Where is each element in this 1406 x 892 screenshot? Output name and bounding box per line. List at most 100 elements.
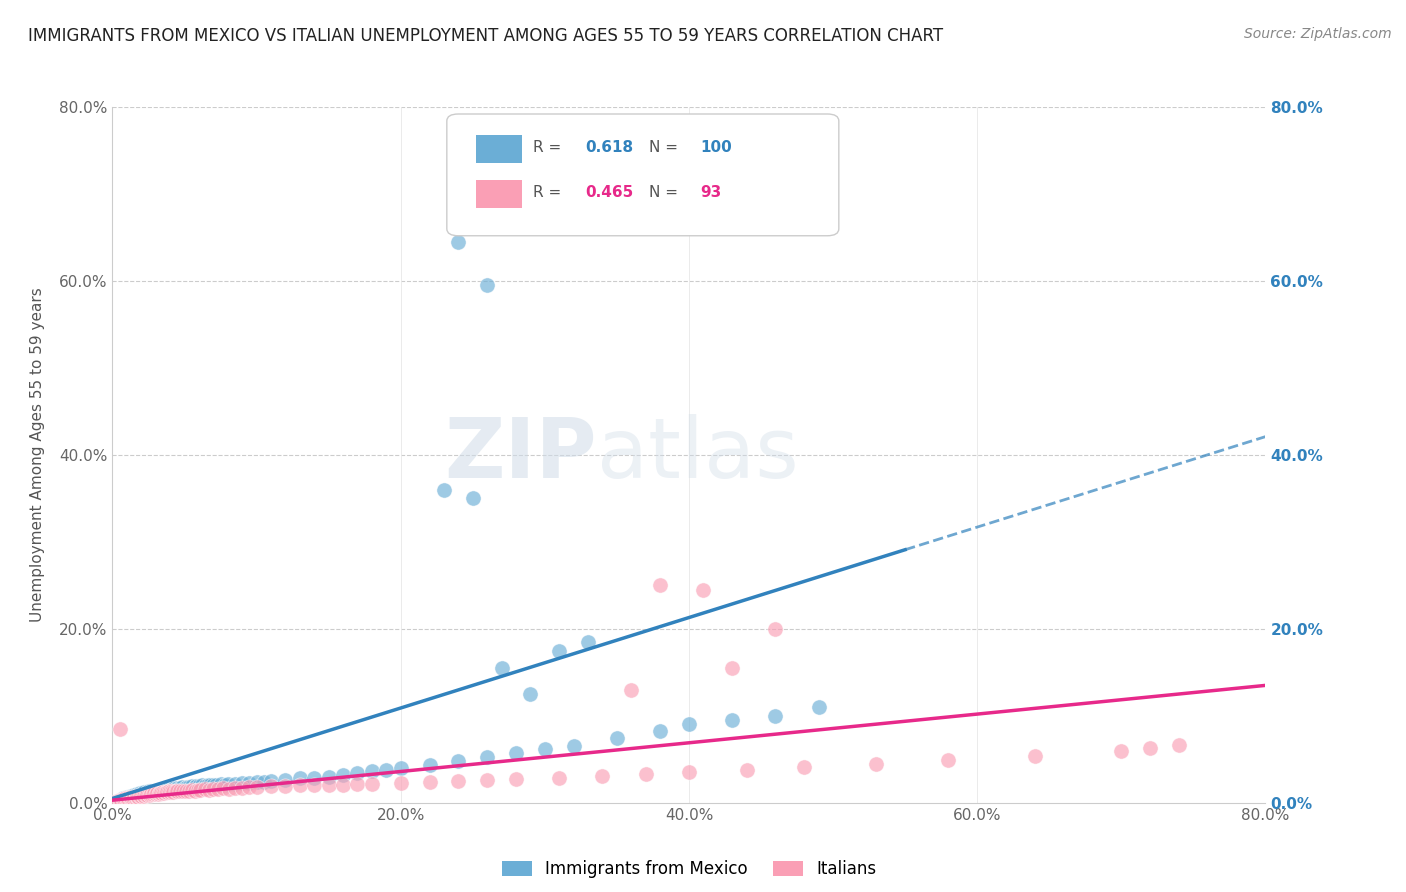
Point — [447, 754, 470, 768]
Point — [245, 780, 267, 794]
Point — [162, 785, 184, 799]
Point — [117, 790, 139, 805]
Point — [433, 483, 456, 497]
Point — [141, 787, 163, 801]
Point — [118, 790, 141, 805]
Point — [200, 778, 222, 792]
Point — [231, 780, 253, 795]
Point — [153, 783, 176, 797]
Point — [505, 746, 527, 760]
Point — [115, 790, 138, 805]
Point — [128, 787, 150, 801]
Bar — [475, 135, 522, 162]
Point — [447, 774, 470, 789]
Point — [1024, 748, 1046, 763]
Point — [419, 757, 441, 772]
Point — [184, 779, 207, 793]
Point — [180, 779, 202, 793]
Point — [118, 789, 141, 804]
Point — [190, 782, 212, 797]
Text: 100: 100 — [700, 140, 733, 155]
Point — [793, 760, 815, 774]
Point — [114, 791, 136, 805]
Point — [138, 787, 160, 801]
Point — [207, 781, 229, 796]
Point — [149, 782, 172, 797]
Point — [122, 789, 145, 804]
Point — [156, 782, 179, 797]
Point — [153, 786, 176, 800]
Point — [129, 787, 153, 801]
Point — [150, 783, 173, 797]
Point — [122, 788, 145, 802]
Point — [127, 789, 149, 804]
Point — [1167, 738, 1189, 752]
Text: 0.465: 0.465 — [585, 186, 634, 200]
Point — [692, 582, 714, 597]
Point — [346, 777, 368, 791]
Point — [183, 780, 205, 794]
Point — [141, 784, 163, 798]
Point — [173, 780, 195, 795]
FancyBboxPatch shape — [447, 114, 839, 235]
Point — [180, 782, 202, 797]
Point — [124, 789, 146, 803]
Point — [231, 776, 253, 790]
Point — [505, 772, 527, 787]
Point — [174, 783, 197, 797]
Point — [224, 777, 246, 791]
Point — [142, 785, 165, 799]
Text: N =: N = — [648, 140, 682, 155]
Point — [592, 769, 614, 783]
Point — [648, 723, 672, 738]
Point — [155, 782, 177, 797]
Point — [533, 742, 555, 756]
Point — [169, 783, 191, 797]
Point — [125, 789, 148, 804]
Point — [122, 789, 145, 804]
Point — [159, 785, 181, 799]
Point — [163, 780, 186, 795]
Point — [318, 778, 340, 792]
Point — [288, 778, 311, 792]
Point — [194, 779, 217, 793]
Point — [120, 790, 142, 805]
Point — [142, 787, 165, 801]
Point — [288, 772, 311, 786]
Text: 93: 93 — [700, 186, 721, 200]
Point — [274, 779, 297, 793]
Point — [162, 781, 184, 796]
Point — [238, 780, 260, 794]
Point — [634, 767, 657, 781]
Point — [138, 786, 160, 800]
Point — [160, 781, 183, 796]
Point — [157, 784, 180, 798]
Point — [132, 786, 155, 800]
Point — [143, 786, 166, 800]
Point — [475, 773, 498, 788]
Point — [188, 779, 211, 793]
Point — [678, 765, 700, 780]
Point — [186, 782, 208, 797]
Point — [177, 780, 200, 794]
Point — [120, 789, 142, 804]
Point — [160, 784, 183, 798]
Text: atlas: atlas — [596, 415, 799, 495]
Point — [112, 792, 135, 806]
Point — [176, 780, 198, 794]
Point — [475, 278, 498, 293]
Point — [224, 780, 246, 795]
Point — [202, 781, 225, 796]
Point — [332, 768, 354, 782]
Point — [115, 791, 138, 805]
Point — [165, 781, 187, 796]
Point — [157, 781, 180, 796]
Point — [108, 793, 131, 807]
Point — [125, 788, 148, 802]
Point — [721, 713, 744, 727]
Point — [169, 780, 191, 795]
Point — [145, 784, 167, 798]
Point — [143, 784, 166, 798]
Point — [620, 682, 643, 697]
Point — [139, 785, 162, 799]
